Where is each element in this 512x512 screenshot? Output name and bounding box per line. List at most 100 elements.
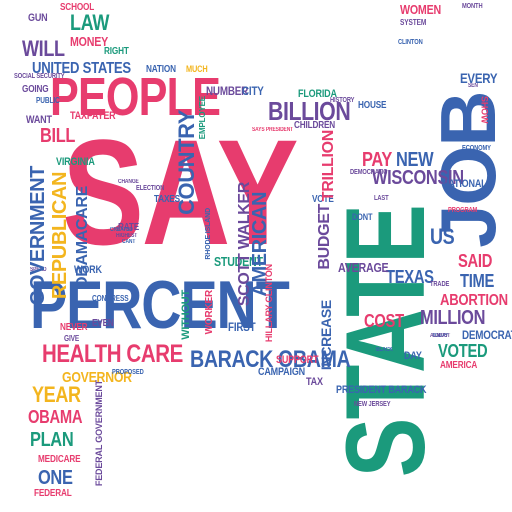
word-united-states: UNITED STATES [32, 60, 131, 77]
word-time: TIME [460, 271, 495, 291]
word-children: CHILDREN [294, 120, 336, 131]
word-hillary-clinton: HILLARY CLINTON [264, 264, 274, 343]
word-health-care: HEALTH CARE [42, 340, 183, 368]
word-tell: SHOW [479, 96, 490, 124]
word-cant: CANT [122, 239, 136, 245]
word-work: WORK [74, 264, 102, 276]
word-month: MONTH [462, 3, 483, 10]
word-highest: HIGHEST [116, 233, 138, 239]
word-tax: TAX [306, 376, 323, 388]
word-scott-walker: SCOTT WALKER [236, 182, 253, 307]
word-employee: EMPLOYEE [198, 96, 207, 140]
word-rate: RATE [118, 222, 140, 233]
word-government: GOVERNMENT [27, 166, 49, 306]
word-want: WANT [26, 114, 52, 126]
word-give: GIVE [64, 334, 80, 343]
word-economy: ECONOMY [462, 145, 491, 152]
word-increase: INCREASE [318, 300, 334, 371]
word-trade: TRADE [430, 281, 450, 288]
word-congress: CONGRESS [92, 294, 129, 303]
word-republican: REPUBLICAN [49, 172, 71, 300]
word-cost: COST [364, 311, 404, 331]
word-says-president: SAYS PRESIDENT [252, 127, 294, 133]
word-new: NEW [396, 149, 434, 171]
word-one: ONE [38, 467, 73, 489]
word-president-barack: PRESIDENT BARACK [336, 384, 427, 396]
word-will: WILL [22, 36, 65, 61]
word-pay: PAY [362, 149, 393, 171]
word-support: SUPPORT [276, 354, 319, 366]
word-black: BLACK [376, 347, 393, 353]
word-almost: ALMOST [430, 333, 451, 339]
word-democrat: DEMOCRAT [462, 328, 512, 342]
word-governor: GOVERNOR [62, 369, 132, 386]
word-america: AMERICA [440, 360, 478, 371]
word-day: DAY [404, 350, 422, 362]
word-right: RIGHT [104, 46, 129, 57]
word-first: FIRST [228, 320, 256, 334]
word-new-jersey: NEW JERSEY [354, 401, 391, 408]
word-vote: VOTE [312, 194, 334, 205]
word-percent: PERCENT [30, 267, 290, 343]
word-said: SAID [458, 251, 493, 271]
word-school: SCHOOL [60, 2, 95, 13]
word-without: WITHOUT [180, 290, 192, 340]
word-people: PEOPLE [50, 67, 221, 127]
word-sen: SEN [468, 83, 478, 89]
word-never: NEVER [60, 322, 88, 333]
word-trillion: TRILLION [320, 130, 337, 202]
word-plan: PLAN [30, 429, 74, 451]
word-wisconsin: WISCONSIN [372, 167, 464, 189]
word-medicare: MEDICARE [38, 454, 81, 465]
word-virginia: VIRGINIA [56, 156, 95, 168]
word-today: TODAY [432, 333, 449, 339]
word-every: EVERY [460, 70, 498, 86]
word-worker: WORKER [204, 290, 215, 335]
word-state: STATE [323, 205, 448, 478]
word-taxpayer: TAXPAYER [70, 110, 116, 122]
word-much: MUCH [186, 64, 208, 74]
word-program: PROGRAM [448, 207, 478, 214]
word-student: STUDENT [214, 254, 263, 269]
word-system: SYSTEM [400, 18, 427, 27]
word-year: YEAR [32, 382, 81, 407]
word-clinton: CLINTON [398, 39, 423, 46]
word-federal-government: FEDERAL GOVERNMENT [94, 380, 104, 487]
word-barack-obama: BARACK OBAMA [190, 346, 351, 373]
word-spend: SPEND [30, 267, 47, 273]
word-budget: BUDGET [316, 204, 333, 270]
word-taxes: TAXES [154, 194, 180, 205]
word-going: GOING [22, 84, 49, 95]
word-billion: BILLION [268, 96, 351, 126]
word-florida: FLORIDA [298, 88, 337, 100]
word-million: MILLION [420, 307, 486, 329]
word-change: CHANGE [118, 179, 139, 185]
word-average: AVERAGE [338, 260, 389, 275]
word-democratic: DEMOCRATIC [350, 169, 388, 176]
word-campaign: CAMPAIGN [258, 366, 305, 378]
word-social-security: SOCIAL SECURITY [14, 73, 65, 80]
word-voted: VOTED [438, 341, 488, 361]
word-even: EVEN [92, 318, 114, 329]
word-dont: DONT [352, 212, 373, 222]
word-bill: BILL [40, 125, 76, 147]
word-election: ELECTION [136, 185, 165, 192]
word-rhode-island: RHODE ISLAND [205, 208, 212, 260]
word-obamacare: OBAMACARE [74, 186, 91, 289]
word-nation: NATION [146, 64, 176, 75]
word-gun: GUN [28, 12, 48, 24]
word-texas: TEXAS [386, 267, 434, 287]
word-obama: OBAMA [28, 407, 83, 427]
word-number: NUMBER [206, 84, 249, 98]
word-say: SAY [62, 108, 299, 276]
word-proposed: PROPOSED [112, 369, 144, 376]
word-abortion: ABORTION [440, 292, 508, 309]
word-country: COUNTRY [174, 110, 199, 215]
word-federal: FEDERAL [34, 488, 72, 499]
word-law: LAW [70, 10, 110, 35]
word-history: HISTORY [330, 97, 355, 104]
word-city: CITY [242, 84, 264, 98]
word-national: NATIONAL [442, 178, 487, 190]
word-public: PUBLIC [36, 96, 60, 105]
